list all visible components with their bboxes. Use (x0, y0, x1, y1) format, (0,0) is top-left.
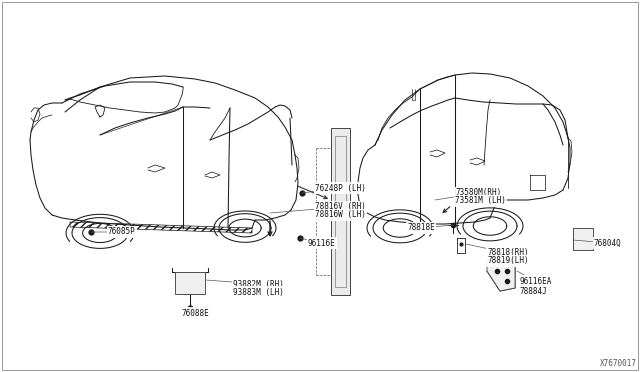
Polygon shape (487, 261, 515, 291)
Text: X7670017: X7670017 (600, 359, 637, 368)
Text: 93883M (LH): 93883M (LH) (233, 288, 284, 296)
Text: 93882M (RH): 93882M (RH) (206, 279, 284, 289)
Text: 96116E: 96116E (300, 238, 336, 247)
Text: 78884J: 78884J (519, 286, 547, 295)
Text: 76248P (LH): 76248P (LH) (302, 183, 366, 193)
Bar (175, 272, 205, 294)
Text: 73580M(RH): 73580M(RH) (435, 189, 501, 200)
Bar (335, 136, 346, 287)
Text: 78816V (RH): 78816V (RH) (270, 202, 366, 213)
Text: 78819(LH): 78819(LH) (487, 257, 529, 266)
Text: 78818E: 78818E (407, 224, 453, 232)
Bar (573, 228, 593, 250)
Text: 73581M (LH): 73581M (LH) (455, 196, 506, 205)
Text: 78818(RH): 78818(RH) (466, 244, 529, 257)
Text: 78816W (LH): 78816W (LH) (315, 211, 366, 219)
Text: 76804Q: 76804Q (573, 238, 621, 247)
Text: 76085P: 76085P (91, 228, 136, 237)
Text: 96116EA: 96116EA (517, 271, 552, 285)
Text: 76088E: 76088E (182, 308, 210, 317)
Bar (331, 128, 350, 295)
